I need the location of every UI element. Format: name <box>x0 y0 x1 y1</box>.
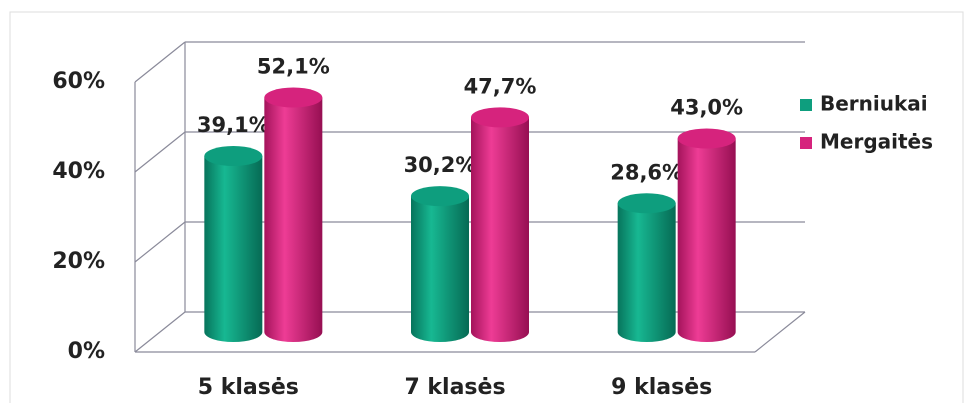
data-label: 39,1% <box>197 113 270 137</box>
legend-swatch <box>800 99 812 111</box>
grid-line-side <box>134 311 186 353</box>
x-tick-label: 7 klasės <box>404 375 505 400</box>
grid-line-side <box>134 131 186 173</box>
bar-top <box>617 193 676 214</box>
legend-label: Mergaitės <box>820 130 933 154</box>
bar <box>264 97 323 342</box>
floor-right <box>754 311 806 353</box>
bar-top <box>677 128 736 149</box>
x-tick-label: 5 klasės <box>198 375 299 400</box>
y-tick-label: 40% <box>52 159 105 184</box>
bar-top <box>411 186 469 207</box>
data-label: 52,1% <box>257 55 330 79</box>
y-tick-label: 0% <box>68 339 105 364</box>
bar-top <box>264 87 323 108</box>
bar <box>617 203 676 342</box>
data-label: 30,2% <box>404 153 477 177</box>
legend-swatch <box>800 137 812 149</box>
data-label: 47,7% <box>464 74 537 98</box>
grid-line-side <box>134 221 186 263</box>
x-tick-label: 9 klasės <box>611 375 712 400</box>
bar <box>204 156 263 342</box>
bar <box>677 138 736 342</box>
legend-label: Berniukai <box>820 92 928 116</box>
y-tick-label: 20% <box>52 249 105 274</box>
bar-top <box>204 146 263 167</box>
data-label: 28,6% <box>610 160 683 184</box>
grid-line-side <box>134 41 186 83</box>
bar <box>471 117 529 342</box>
data-label: 43,0% <box>670 96 743 120</box>
bar-top <box>471 107 529 128</box>
bar <box>411 196 469 342</box>
y-tick-label: 60% <box>52 69 105 94</box>
chart-border <box>9 11 964 403</box>
